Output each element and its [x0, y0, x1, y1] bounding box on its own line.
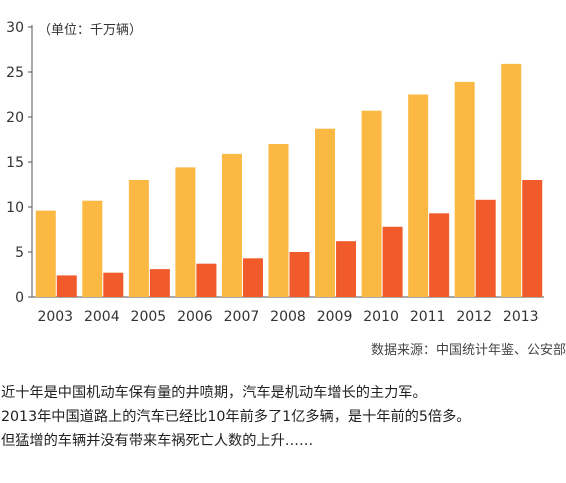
bar-series-b: [103, 272, 124, 297]
data-source: 数据来源：中国统计年鉴、公安部: [370, 343, 566, 358]
x-tick-label: 2012: [456, 309, 492, 325]
bar-series-a: [82, 200, 103, 297]
bar-series-b: [522, 180, 543, 297]
x-tick-label: 2005: [131, 309, 167, 325]
bar-series-b: [336, 241, 357, 297]
bar-series-b: [429, 213, 450, 297]
bar-chart: 0 5 10 15 20 25 30 2003 2004 2005 2006 2007 2008 2009…: [6, 20, 544, 325]
bar-series-b: [242, 258, 263, 297]
bar-series-a: [35, 210, 56, 297]
description-paragraph: 近十年是中国机动车保有量的井喷期，汽车是机动车增长的主力军。 2013年中国道路…: [1, 381, 566, 453]
y-tick-label: 20: [6, 110, 24, 126]
bar-series-b: [289, 252, 310, 297]
bar-series-a: [408, 94, 429, 297]
paragraph-line-2: 2013年中国道路上的汽车已经比10年前多了1亿多辆，是十年前的5倍多。: [1, 409, 471, 425]
y-tick-label: 15: [6, 155, 24, 171]
bar-series-a: [175, 167, 196, 297]
x-tick-label: 2004: [84, 309, 120, 325]
y-tick-label: 25: [6, 65, 24, 81]
bar-series-a: [361, 110, 382, 297]
x-tick-label: 2009: [317, 309, 353, 325]
unit-label: （单位：千万辆）: [38, 23, 142, 38]
bar-series-b: [382, 226, 403, 297]
y-tick-label: 0: [15, 290, 24, 306]
bar-series-a: [268, 144, 289, 297]
x-tick-label: 2008: [270, 309, 306, 325]
x-tick-label: 2003: [37, 309, 73, 325]
bar-series-b: [149, 269, 170, 297]
y-tick-label: 10: [6, 200, 24, 216]
bar-series-a: [315, 128, 336, 297]
y-tick-label: 30: [6, 20, 24, 36]
paragraph-line-3: 但猛增的车辆并没有带来车祸死亡人数的上升……: [1, 433, 314, 449]
bar-series-a: [454, 81, 475, 298]
bar-series-a: [221, 153, 242, 297]
bar-series-b: [56, 275, 77, 297]
x-tick-label: 2011: [410, 309, 446, 325]
x-tick-label: 2007: [224, 309, 260, 325]
y-tick-label: 5: [15, 245, 24, 261]
bar-series-a: [501, 63, 522, 298]
bar-series-b: [475, 199, 496, 297]
bar-series-a: [128, 180, 149, 297]
bar-series-b: [196, 263, 217, 297]
x-tick-label: 2006: [177, 309, 213, 325]
x-tick-label: 2010: [363, 309, 399, 325]
x-tick-label: 2013: [503, 309, 539, 325]
paragraph-line-1: 近十年是中国机动车保有量的井喷期，汽车是机动车增长的主力军。: [1, 385, 427, 401]
